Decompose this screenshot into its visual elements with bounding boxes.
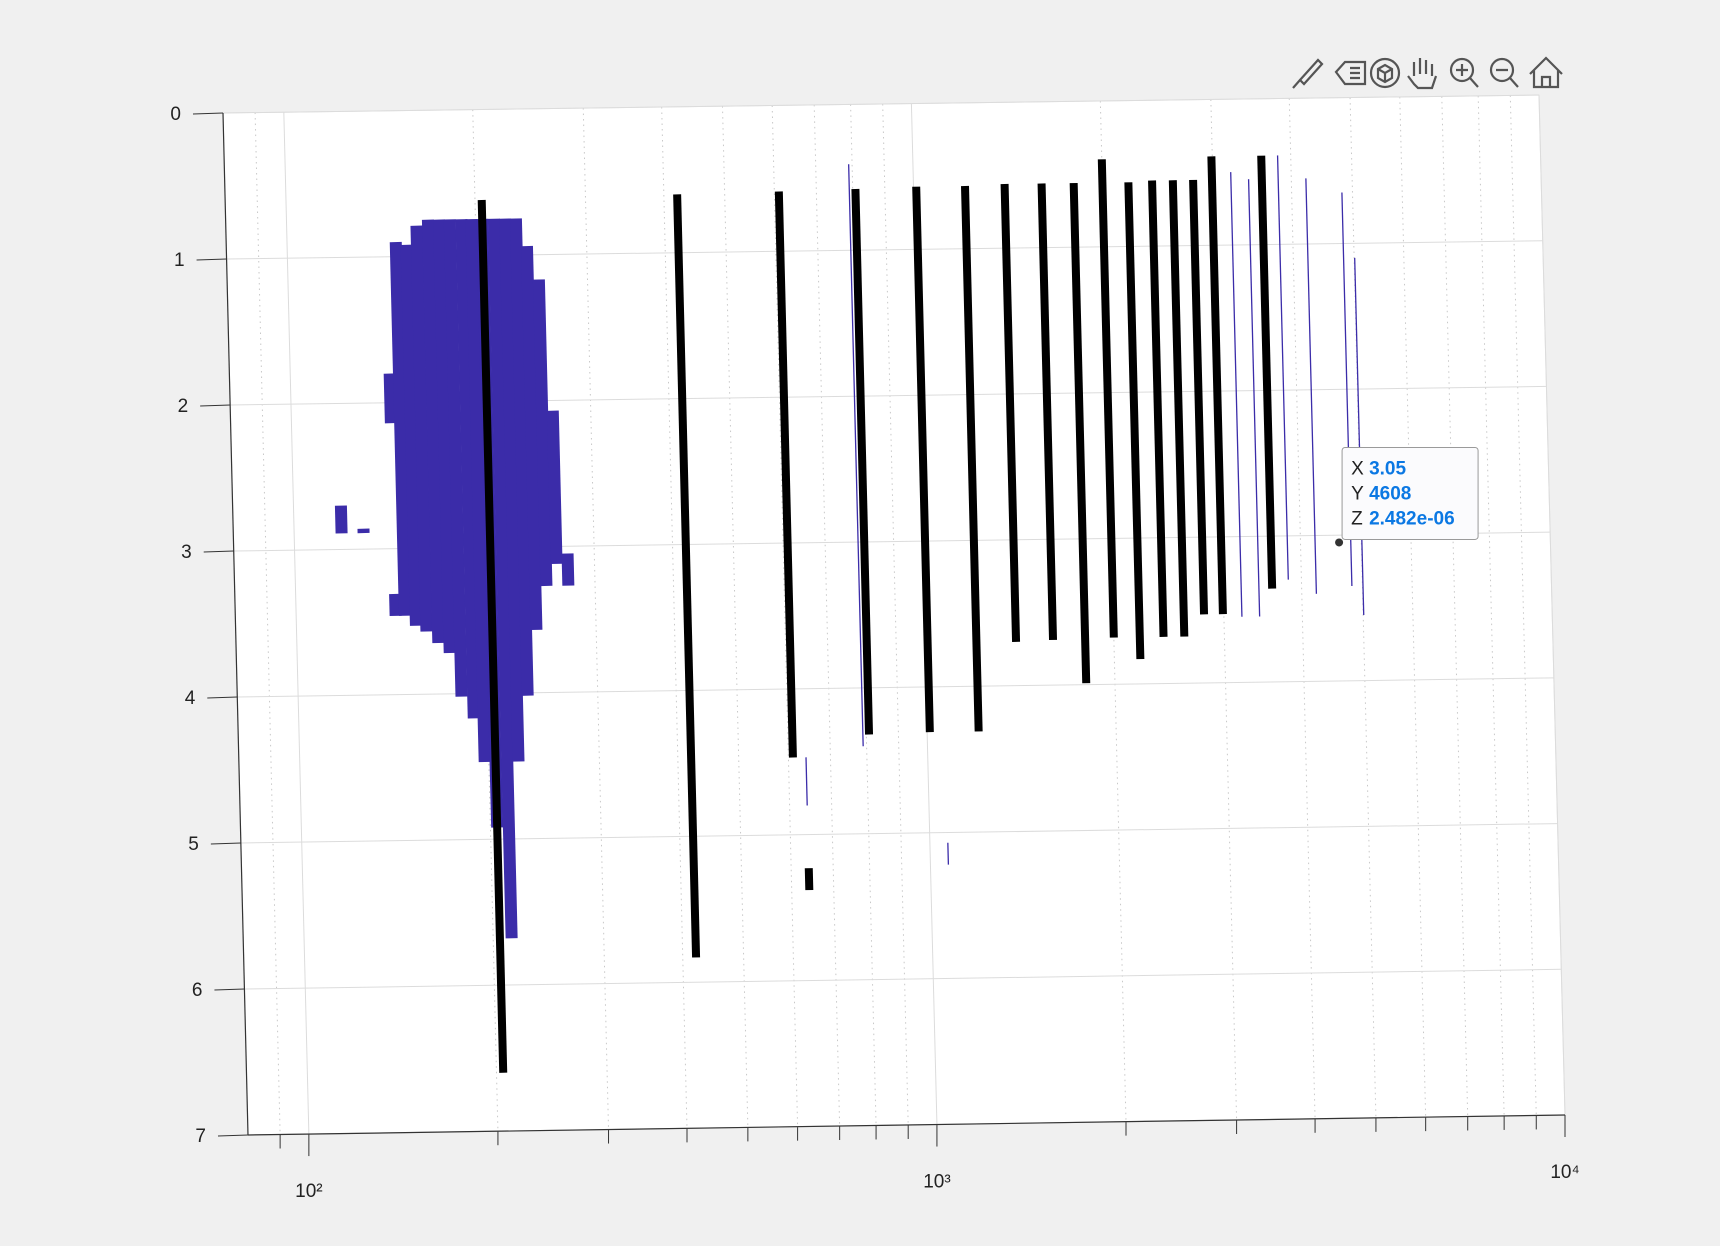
line-segment [509, 218, 534, 696]
y-tick [196, 258, 227, 261]
y-tick [207, 696, 238, 699]
y-tick-label: 0 [170, 104, 181, 125]
line-segment [383, 373, 397, 424]
legend-tool[interactable] [1334, 60, 1367, 86]
line-segment [334, 505, 348, 534]
zoom-in-tool[interactable] [1449, 57, 1479, 88]
y-tick [203, 550, 234, 553]
line-segment [1305, 178, 1318, 594]
grid-line [244, 968, 1562, 990]
bar-segment [1148, 180, 1168, 637]
bar-segment [851, 188, 874, 735]
line-segment [546, 410, 563, 565]
grid-line [1538, 94, 1566, 1116]
y-tick [200, 404, 231, 407]
line-segment [848, 164, 864, 747]
y-tick-label: 4 [185, 688, 196, 709]
line-segment [487, 218, 518, 939]
datatip-label: X [1351, 458, 1364, 479]
rotate-tool[interactable] [1369, 57, 1401, 89]
line-segment [532, 279, 553, 587]
datatip-label: Z [1351, 508, 1363, 529]
y-tick-label: 2 [178, 396, 189, 417]
line-segment [389, 593, 402, 616]
line-segment [465, 218, 491, 763]
line-segment [1354, 257, 1365, 616]
line-segment [455, 219, 480, 719]
toolbar [1292, 56, 1563, 90]
x-axis-line [247, 1114, 1566, 1136]
bar-segment [1168, 180, 1189, 637]
brush-tool[interactable] [1292, 58, 1324, 89]
pan-tool[interactable] [1407, 58, 1438, 90]
y-tick-label: 1 [174, 250, 185, 271]
bar-segment [1189, 179, 1209, 615]
bar-segment [1069, 182, 1091, 684]
bar-segment [1257, 155, 1277, 589]
bar-segment [673, 194, 701, 958]
bar-segment [477, 199, 508, 1073]
line-segment [561, 553, 575, 586]
line-segment [400, 244, 422, 626]
y-tick [210, 842, 241, 845]
y-tick [192, 112, 224, 115]
home-tool[interactable] [1529, 56, 1563, 89]
x-tick-label: 10² [295, 1181, 322, 1202]
axes: 10² 10³ 10⁴ 0 1 2 3 4 5 6 7 X 3.05Y 4608 Z 2.482e-06 [170, 94, 1580, 1202]
y-tick-label: 6 [192, 980, 203, 1001]
line-segment [421, 219, 445, 644]
y-tick [214, 988, 245, 991]
line-segment [443, 219, 468, 697]
bar-segment [912, 186, 934, 733]
line-segment [433, 219, 456, 654]
bar-segment [804, 868, 814, 891]
datatip: X 3.05Y 4608 Z 2.482e-06 [1341, 446, 1479, 540]
datatip-value: 4608 [1369, 483, 1411, 504]
bar-segment [960, 185, 983, 732]
datatip-box [1341, 446, 1479, 540]
line-segment [947, 842, 950, 865]
y-tick-label: 7 [195, 1126, 206, 1147]
bar-segment [1000, 183, 1021, 643]
bar-segment [1037, 183, 1058, 641]
grid-line [240, 823, 1558, 844]
datatip-label: Y [1351, 483, 1364, 504]
line-segment [1230, 172, 1243, 617]
x-tick-label: 10⁴ [1550, 1162, 1579, 1183]
bar-segment [1207, 156, 1227, 615]
datatip-marker [1335, 538, 1344, 547]
bar-segment [1124, 182, 1145, 660]
line-segment [499, 218, 525, 762]
y-tick [217, 1134, 249, 1137]
y-tick-label: 3 [181, 542, 192, 563]
grid-line [222, 94, 1540, 114]
line-segment [1276, 155, 1289, 580]
datatip-value: 3.05 [1369, 458, 1406, 479]
datatip-value: 2.482e-06 [1369, 508, 1455, 529]
line-segment [389, 241, 411, 616]
line-segment [520, 245, 543, 631]
line-segment [410, 225, 433, 632]
line-segment [805, 757, 808, 806]
y-tick-label: 5 [188, 834, 199, 855]
zoom-out-tool[interactable] [1489, 57, 1519, 88]
x-tick-label: 10³ [923, 1172, 950, 1193]
line-segment [1247, 179, 1261, 617]
bar-segment [1097, 159, 1118, 638]
y-axis-line [222, 112, 249, 1136]
grid-line [283, 112, 310, 1135]
bar-segment [774, 191, 797, 758]
